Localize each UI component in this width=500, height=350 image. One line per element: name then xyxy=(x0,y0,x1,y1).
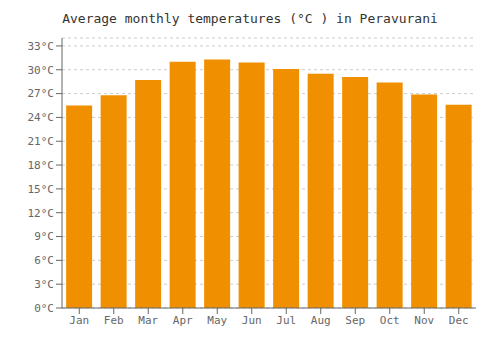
svg-text:30°C: 30°C xyxy=(28,64,55,77)
svg-text:9°C: 9°C xyxy=(34,230,54,243)
svg-text:Oct: Oct xyxy=(380,314,400,327)
svg-text:3°C: 3°C xyxy=(34,278,54,291)
svg-text:Mar: Mar xyxy=(138,314,158,327)
svg-text:33°C: 33°C xyxy=(28,40,55,53)
svg-text:Nov: Nov xyxy=(414,314,434,327)
svg-text:27°C: 27°C xyxy=(28,87,55,100)
svg-text:Jul: Jul xyxy=(276,314,296,327)
svg-text:Jan: Jan xyxy=(69,314,89,327)
svg-text:Apr: Apr xyxy=(173,314,193,327)
svg-text:Dec: Dec xyxy=(449,314,469,327)
svg-text:6°C: 6°C xyxy=(34,254,54,267)
svg-text:0°C: 0°C xyxy=(34,302,54,315)
svg-text:12°C: 12°C xyxy=(28,207,55,220)
svg-text:Jun: Jun xyxy=(242,314,262,327)
svg-text:Feb: Feb xyxy=(104,314,124,327)
svg-text:Sep: Sep xyxy=(345,314,365,327)
svg-text:May: May xyxy=(207,314,227,327)
svg-text:18°C: 18°C xyxy=(28,159,55,172)
svg-text:Aug: Aug xyxy=(311,314,331,327)
svg-text:15°C: 15°C xyxy=(28,183,55,196)
html-text:Average monthly temperatures (: Average monthly temperatures (°C ) in Pe… xyxy=(62,11,438,26)
svg-text:21°C: 21°C xyxy=(28,135,55,148)
svg-text:24°C: 24°C xyxy=(28,111,55,124)
